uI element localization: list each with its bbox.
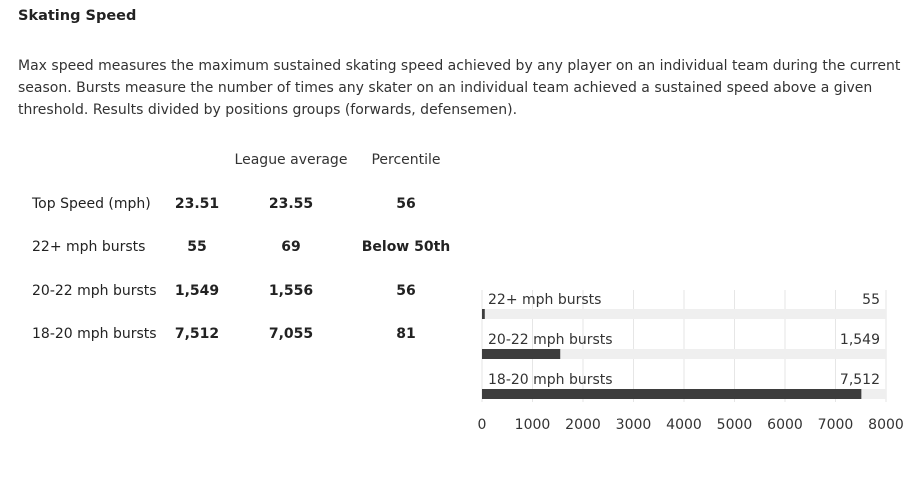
row-value-20-22: 1,549: [174, 283, 220, 299]
row-percentile-22-plus: Below 50th: [361, 239, 451, 255]
bar-2: [482, 389, 862, 399]
row-league-average-22-plus: 69: [281, 239, 301, 255]
bar-track-2: [482, 389, 886, 399]
header-league-average: League average: [234, 152, 348, 168]
row-value-18-20: 7,512: [174, 326, 220, 342]
row-percentile-18-20: 81: [396, 326, 416, 342]
row-label-top-speed: Top Speed (mph): [32, 196, 151, 212]
header-percentile: Percentile: [371, 152, 441, 168]
bar-label-2: 18-20 mph bursts: [488, 372, 613, 388]
row-league-average-top-speed: 23.55: [268, 196, 314, 212]
bar-value-label-1: 1,549: [840, 332, 880, 348]
row-label-22-plus: 22+ mph bursts: [32, 239, 146, 255]
row-label-18-20: 18-20 mph bursts: [32, 326, 157, 342]
row-percentile-top-speed: 56: [396, 196, 416, 212]
row-value-22-plus: 55: [187, 239, 207, 255]
x-tick-label-1: 1000: [515, 417, 551, 433]
bar-track-1: [482, 349, 886, 359]
bar-0: [482, 309, 485, 319]
bar-track-0: [482, 309, 886, 319]
x-tick-label-8: 8000: [868, 417, 904, 433]
x-tick-label-3: 3000: [616, 417, 652, 433]
bar-value-label-0: 55: [862, 292, 880, 308]
bar-1: [482, 349, 561, 359]
row-league-average-18-20: 7,055: [268, 326, 314, 342]
x-tick-label-0: 0: [478, 417, 487, 433]
row-percentile-20-22: 56: [396, 283, 416, 299]
section-title: Skating Speed: [18, 8, 137, 24]
x-tick-label-5: 5000: [717, 417, 753, 433]
x-tick-label-6: 6000: [767, 417, 803, 433]
x-tick-label-2: 2000: [565, 417, 601, 433]
x-tick-label-7: 7000: [818, 417, 854, 433]
bar-label-0: 22+ mph bursts: [488, 292, 601, 308]
bar-value-label-2: 7,512: [840, 372, 880, 388]
x-tick-label-4: 4000: [666, 417, 702, 433]
row-value-top-speed: 23.51: [174, 196, 220, 212]
section-description: Max speed measures the maximum sustained…: [18, 58, 901, 118]
stats-table: League average Percentile Top Speed (mph…: [32, 152, 451, 342]
bar-label-1: 20-22 mph bursts: [488, 332, 613, 348]
row-label-20-22: 20-22 mph bursts: [32, 283, 157, 299]
row-league-average-20-22: 1,556: [268, 283, 314, 299]
